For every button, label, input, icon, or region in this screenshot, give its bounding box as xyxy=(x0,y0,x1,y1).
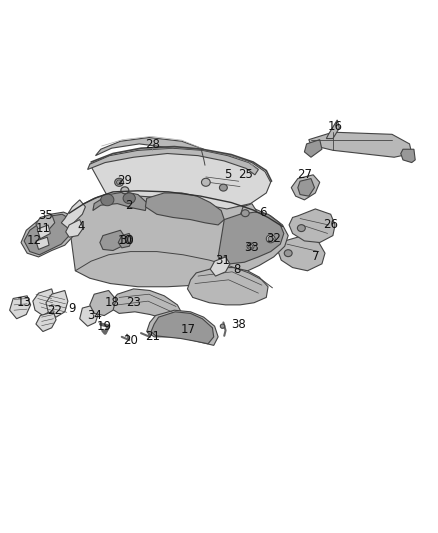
Text: 33: 33 xyxy=(244,241,259,254)
Polygon shape xyxy=(326,120,339,139)
Text: 17: 17 xyxy=(181,323,196,336)
Polygon shape xyxy=(304,140,322,157)
Text: 32: 32 xyxy=(266,232,281,245)
Text: 35: 35 xyxy=(39,209,53,222)
Text: 4: 4 xyxy=(77,220,85,233)
Ellipse shape xyxy=(284,249,292,257)
Polygon shape xyxy=(88,148,258,175)
Ellipse shape xyxy=(121,187,129,193)
Polygon shape xyxy=(151,312,214,344)
Polygon shape xyxy=(33,289,55,316)
Text: 13: 13 xyxy=(17,296,32,309)
Ellipse shape xyxy=(115,178,124,187)
Polygon shape xyxy=(90,290,116,316)
Ellipse shape xyxy=(247,243,254,249)
Polygon shape xyxy=(210,257,230,276)
Text: 18: 18 xyxy=(104,296,119,309)
Polygon shape xyxy=(36,312,56,332)
Polygon shape xyxy=(147,310,218,345)
Polygon shape xyxy=(240,204,256,223)
Polygon shape xyxy=(61,200,85,228)
Text: 9: 9 xyxy=(68,302,76,314)
Text: 21: 21 xyxy=(145,330,160,343)
Ellipse shape xyxy=(220,324,225,328)
Ellipse shape xyxy=(266,235,275,243)
Text: 6: 6 xyxy=(259,206,267,219)
Ellipse shape xyxy=(268,237,273,241)
Polygon shape xyxy=(36,214,55,230)
Polygon shape xyxy=(218,212,284,264)
Polygon shape xyxy=(93,192,147,211)
Ellipse shape xyxy=(297,225,305,231)
Polygon shape xyxy=(95,138,204,156)
Ellipse shape xyxy=(201,178,210,187)
Text: 8: 8 xyxy=(233,263,240,276)
Text: 11: 11 xyxy=(35,222,50,235)
Polygon shape xyxy=(278,236,325,271)
Polygon shape xyxy=(24,214,72,255)
Polygon shape xyxy=(21,212,77,257)
Text: 7: 7 xyxy=(311,251,319,263)
Text: 25: 25 xyxy=(238,168,253,181)
Text: 16: 16 xyxy=(328,120,343,133)
Text: 10: 10 xyxy=(117,235,132,247)
Text: 5: 5 xyxy=(224,168,231,181)
Text: 19: 19 xyxy=(97,320,112,333)
Polygon shape xyxy=(110,289,183,322)
Ellipse shape xyxy=(241,209,249,216)
Text: 26: 26 xyxy=(323,219,338,231)
Text: 34: 34 xyxy=(87,309,102,322)
Text: 23: 23 xyxy=(126,296,141,309)
Text: 29: 29 xyxy=(117,174,132,187)
Ellipse shape xyxy=(219,184,227,191)
Polygon shape xyxy=(10,296,31,319)
Polygon shape xyxy=(68,191,288,287)
Polygon shape xyxy=(46,290,68,317)
Polygon shape xyxy=(309,132,412,157)
Text: 22: 22 xyxy=(47,304,62,317)
Polygon shape xyxy=(66,220,83,237)
Polygon shape xyxy=(291,175,320,200)
Ellipse shape xyxy=(117,180,122,185)
Text: 20: 20 xyxy=(123,334,138,346)
Text: 27: 27 xyxy=(297,168,312,181)
Ellipse shape xyxy=(123,193,135,204)
Polygon shape xyxy=(36,237,49,249)
Polygon shape xyxy=(80,305,99,326)
Polygon shape xyxy=(145,193,224,225)
Text: 2: 2 xyxy=(125,199,133,212)
Text: 30: 30 xyxy=(119,235,134,247)
Text: 12: 12 xyxy=(27,235,42,247)
Polygon shape xyxy=(289,209,335,243)
Text: 38: 38 xyxy=(231,318,246,330)
Polygon shape xyxy=(187,268,268,305)
Polygon shape xyxy=(196,166,247,193)
Text: 28: 28 xyxy=(145,139,160,151)
Text: 31: 31 xyxy=(215,254,230,266)
Polygon shape xyxy=(298,179,314,196)
Polygon shape xyxy=(100,230,126,251)
Ellipse shape xyxy=(248,244,253,248)
Polygon shape xyxy=(118,233,132,248)
Ellipse shape xyxy=(101,194,114,206)
Polygon shape xyxy=(401,149,415,163)
Polygon shape xyxy=(90,148,271,209)
Polygon shape xyxy=(37,225,50,239)
